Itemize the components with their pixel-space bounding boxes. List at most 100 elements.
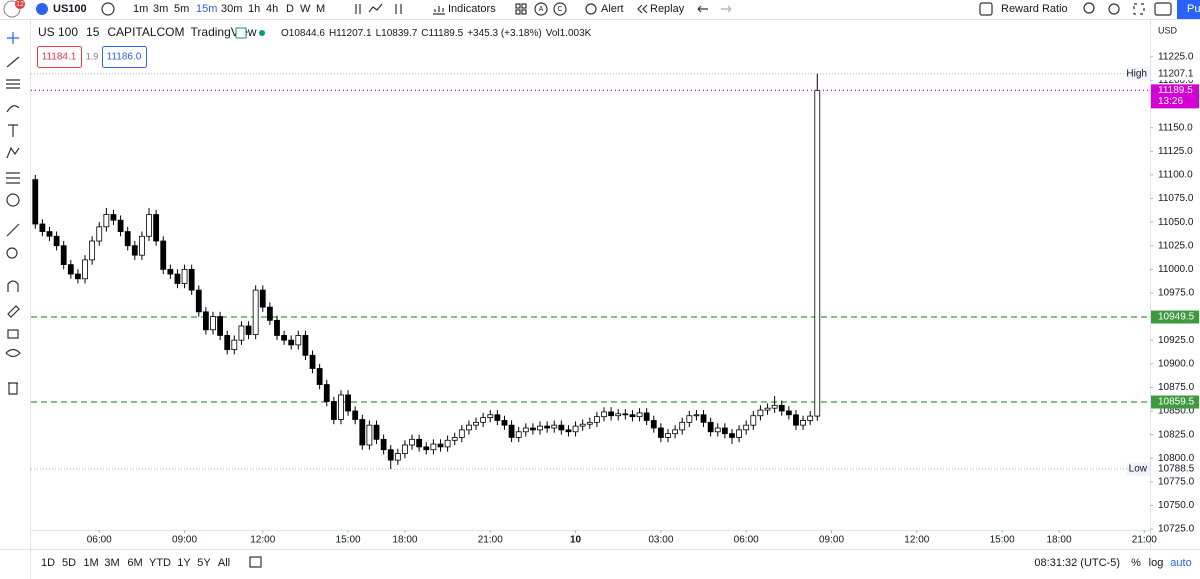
percent-toggle[interactable]: %: [1131, 557, 1141, 569]
candle-body: [750, 415, 757, 426]
template-button[interactable]: Reward Ratio: [1001, 3, 1068, 15]
icon-tool[interactable]: [6, 193, 20, 207]
fullscreen[interactable]: [1133, 3, 1145, 15]
candle-body: [793, 414, 799, 426]
snapshot[interactable]: [1154, 2, 1172, 16]
candle-body: [167, 268, 174, 275]
interval-button[interactable]: 1m: [133, 3, 148, 15]
layout-icon[interactable]: [515, 3, 521, 9]
zoom-tool[interactable]: [6, 247, 18, 259]
alert-button[interactable]: Alert: [601, 3, 624, 15]
candle-body: [665, 433, 671, 438]
range-button[interactable]: 5Y: [197, 557, 211, 569]
interval-button[interactable]: M: [316, 3, 325, 15]
auto-toggle[interactable]: auto: [1170, 557, 1191, 569]
fib-tool[interactable]: [6, 79, 20, 89]
stay-drawing-tool[interactable]: [7, 305, 20, 318]
range-button[interactable]: YTD: [149, 557, 171, 569]
symbol[interactable]: US100: [53, 3, 87, 15]
candle-body: [231, 339, 238, 351]
hide-tool[interactable]: [5, 348, 21, 358]
candle-body: [693, 414, 700, 417]
range-button[interactable]: All: [218, 557, 230, 569]
publish-button[interactable]: [1177, 0, 1200, 19]
settings[interactable]: [1108, 3, 1120, 15]
prediction-tool[interactable]: [6, 172, 20, 184]
candle-body: [807, 415, 814, 421]
measure-tool[interactable]: [6, 223, 20, 237]
buy-button[interactable]: [102, 46, 147, 68]
drawing-tools[interactable]: [5, 32, 21, 395]
layout-icon: [521, 3, 527, 9]
date-range-icon[interactable]: [249, 556, 262, 568]
range-button[interactable]: 1M: [83, 557, 98, 569]
range-button[interactable]: 5D: [62, 557, 76, 569]
candle-body: [800, 420, 806, 426]
price-box: [1151, 84, 1199, 109]
x-tick-label: 12:00: [250, 535, 275, 546]
interval-button[interactable]: 30m: [221, 3, 242, 15]
magnet-tool[interactable]: [7, 280, 19, 292]
y-tick-label: 10850.0: [1158, 406, 1195, 417]
currency[interactable]: USD: [1158, 25, 1178, 35]
interval-button[interactable]: 15m: [196, 3, 217, 15]
interval-button[interactable]: D: [286, 3, 294, 15]
search[interactable]: [1083, 2, 1095, 14]
candle-body: [366, 424, 373, 446]
candle-body: [593, 416, 600, 423]
candle-body: [473, 421, 479, 426]
buy-price: 11186.0: [107, 52, 142, 63]
checkbox[interactable]: [979, 2, 993, 16]
ohlc-prefix: H: [329, 28, 336, 39]
candle-body: [67, 264, 74, 275]
x-tick-label: 15:00: [336, 535, 361, 546]
candle-body: [700, 414, 707, 423]
x-tick-label: 06:00: [734, 535, 759, 546]
trend-line-tool[interactable]: [6, 56, 20, 68]
market-status[interactable]: [235, 27, 247, 39]
candle-body: [707, 421, 714, 433]
interval-button[interactable]: W: [300, 3, 311, 15]
candle-body: [345, 394, 351, 412]
log-toggle[interactable]: log: [1149, 557, 1164, 569]
indicators-button[interactable]: Indicators: [448, 3, 496, 15]
redo[interactable]: [721, 5, 732, 13]
candle-body: [437, 443, 444, 448]
candle-body: [309, 354, 316, 369]
interval-button[interactable]: 3m: [153, 3, 168, 15]
range-button[interactable]: 3M: [104, 557, 119, 569]
candle-body: [572, 425, 579, 433]
range-button[interactable]: 6M: [127, 557, 142, 569]
layout-a[interactable]: [534, 2, 548, 16]
compare-button[interactable]: [101, 2, 115, 16]
candle-body: [174, 273, 181, 284]
range-button[interactable]: 1Y: [177, 557, 191, 569]
candle-body: [124, 231, 131, 247]
candle-body: [544, 425, 551, 429]
price-label: 11189.5: [1158, 85, 1193, 96]
replay-button[interactable]: Replay: [650, 3, 685, 15]
brush-tool[interactable]: [6, 105, 20, 113]
pattern-tool[interactable]: [6, 146, 20, 159]
range-button[interactable]: 1D: [41, 557, 55, 569]
undo[interactable]: [697, 5, 708, 13]
ohlc-value: 11207.1: [336, 28, 372, 39]
candle-body: [210, 316, 216, 331]
candle-body: [537, 425, 543, 431]
text-tool[interactable]: [8, 124, 18, 137]
candle-body: [416, 438, 423, 448]
candle-body: [480, 417, 487, 423]
interval-button[interactable]: 4h: [266, 3, 278, 15]
x-tick-label: 21:00: [478, 535, 503, 546]
sell-button[interactable]: [37, 46, 82, 68]
layout-c[interactable]: [553, 2, 567, 16]
publish-label: Pu: [1187, 3, 1200, 15]
chart-type-icons[interactable]: [355, 3, 402, 14]
crosshair-tool[interactable]: [7, 32, 19, 44]
candle-body: [330, 401, 337, 420]
delete-tool[interactable]: [8, 382, 18, 395]
interval-button[interactable]: 1h: [248, 3, 260, 15]
lock-tool[interactable]: [7, 329, 19, 339]
candle-body: [565, 429, 572, 433]
interval-button[interactable]: 5m: [174, 3, 189, 15]
